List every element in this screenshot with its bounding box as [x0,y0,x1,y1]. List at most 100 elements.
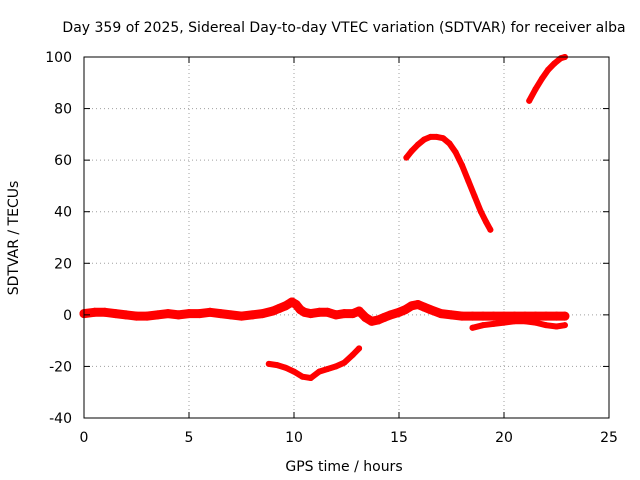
y-tick-label: 0 [63,308,72,324]
series-late-negative-arm [469,318,568,331]
data-point [195,309,204,319]
data-point [339,309,349,319]
data-point [421,136,428,143]
data-point [331,310,341,320]
data-point [511,318,518,325]
data-point [541,311,551,321]
x-tick-label: 10 [285,430,303,446]
data-point [265,360,272,367]
y-tick-label: -20 [49,359,72,375]
data-point [465,177,472,184]
data-point [526,97,533,104]
data-point [531,311,540,321]
data-point [174,310,183,320]
data-point [316,368,323,375]
data-point [468,311,477,321]
data-point [274,362,281,369]
data-point [551,60,558,67]
x-tick-label: 20 [495,430,513,446]
data-point [349,351,356,358]
data-point [282,364,289,371]
y-tick-label: 60 [54,153,72,169]
data-point [216,309,225,319]
data-point [237,311,246,321]
data-point [478,311,488,321]
y-axis-label: SDTVAR / TECUs [6,181,22,296]
data-point [184,309,194,319]
data-point [341,359,348,366]
data-point [314,307,324,317]
data-point [354,306,364,316]
data-point [414,141,421,148]
data-point [457,311,467,321]
data-point [306,309,316,319]
data-point [538,75,545,82]
data-point [100,307,110,317]
data-point [452,149,459,156]
data-point [489,311,498,321]
y-tick-label: 40 [54,205,72,221]
x-tick-label: 0 [80,430,89,446]
y-tick-label: 20 [54,256,72,272]
data-point [543,322,549,329]
data-point [226,310,236,320]
data-point [471,193,478,200]
data-point [436,309,446,319]
data-point [545,66,552,73]
x-tick-label: 25 [600,430,618,446]
data-point [480,322,486,329]
data-point [121,310,131,320]
x-tick-label: 5 [185,430,194,446]
data-point [90,307,99,317]
data-point [426,305,435,315]
data-point [324,366,331,373]
data-point [532,86,539,93]
data-point [386,310,396,320]
data-point [247,310,257,320]
data-point [459,162,465,169]
x-axis-label: GPS time / hours [285,459,402,475]
grid-lines [84,57,609,418]
data-point [447,310,456,320]
data-point [560,311,570,321]
data-series [79,54,570,382]
data-point [142,311,152,321]
data-point [532,319,539,326]
data-point [258,309,267,319]
data-point [499,311,509,321]
data-point [440,135,447,142]
data-point [477,208,484,215]
data-point [490,320,497,327]
data-point [333,363,339,370]
data-point [552,311,561,321]
y-tick-label: 100 [45,50,72,66]
data-point [433,133,440,140]
data-point [403,154,410,161]
axis-ticks: 0 5 10 15 20 25 -40 -20 0 20 40 60 80 100 [45,50,618,446]
data-point [427,133,434,140]
data-point [561,322,568,329]
data-point [132,311,141,321]
data-point [446,140,453,147]
plot-frame [83,56,610,419]
chart-title: Day 359 of 2025, Sidereal Day-to-day VTE… [62,20,625,36]
data-point [522,318,528,325]
data-point [487,226,494,233]
data-point [483,219,490,226]
data-point [111,309,120,319]
data-point [291,368,297,375]
data-point [408,148,415,155]
x-tick-label: 15 [390,430,408,446]
data-point [163,309,173,319]
data-point [501,319,507,326]
data-point [307,375,314,382]
data-point [356,345,363,352]
y-tick-label: -40 [49,411,72,427]
data-point [323,307,333,317]
data-point [205,307,215,317]
data-point [153,310,162,320]
data-point [299,373,306,380]
data-point [469,324,476,331]
data-point [553,323,560,330]
